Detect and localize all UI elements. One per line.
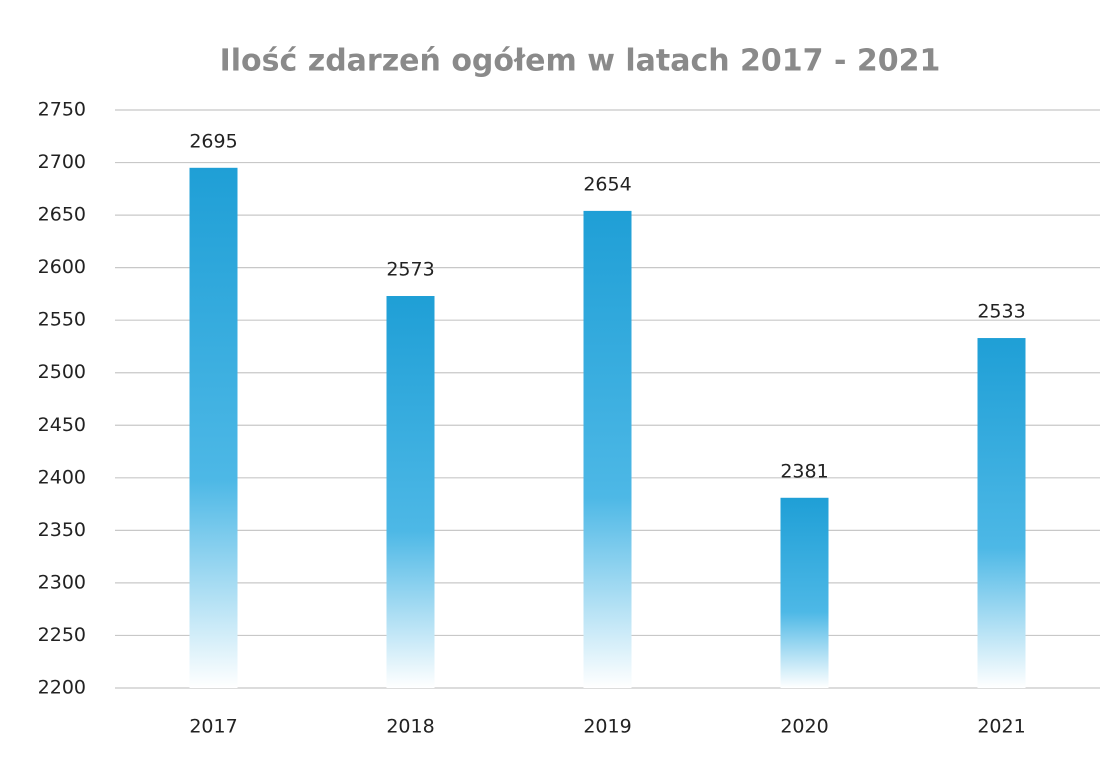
y-tick-label: 2700 [38, 151, 86, 173]
value-label: 2381 [780, 460, 828, 482]
value-label: 2695 [189, 130, 237, 152]
y-tick-label: 2750 [38, 99, 86, 121]
value-label: 2533 [977, 301, 1025, 323]
x-tick-label: 2018 [386, 716, 434, 738]
y-tick-label: 2200 [38, 677, 86, 699]
x-tick-label: 2020 [780, 716, 828, 738]
bar [977, 338, 1026, 688]
bar [189, 167, 238, 689]
y-tick-label: 2600 [38, 256, 86, 278]
x-tick-label: 2019 [583, 716, 631, 738]
bar [386, 296, 435, 688]
y-tick-label: 2350 [38, 519, 86, 541]
y-tick-label: 2650 [38, 204, 86, 226]
x-tick-label: 2021 [977, 716, 1025, 738]
y-tick-label: 2500 [38, 361, 86, 383]
bar [780, 497, 829, 688]
y-tick-label: 2550 [38, 309, 86, 331]
y-tick-label: 2300 [38, 571, 86, 593]
x-tick-label: 2017 [189, 716, 237, 738]
y-tick-label: 2450 [38, 414, 86, 436]
y-tick-label: 2400 [38, 466, 86, 488]
bar [583, 210, 632, 688]
value-label: 2573 [386, 259, 434, 281]
chart-title: Ilość zdarzeń ogółem w latach 2017 - 202… [220, 44, 941, 79]
y-tick-label: 2250 [38, 624, 86, 646]
value-label: 2654 [583, 173, 631, 195]
